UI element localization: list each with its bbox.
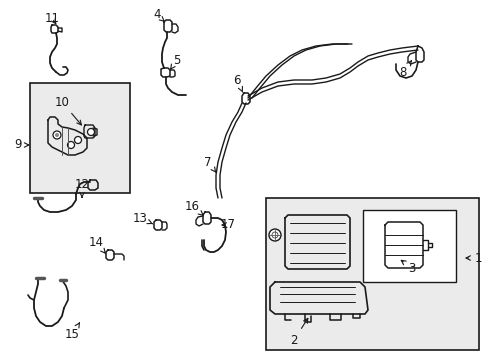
Circle shape [271,232,278,238]
Text: 12: 12 [74,179,89,197]
Circle shape [87,129,94,135]
Text: 1: 1 [465,252,481,265]
Text: 16: 16 [184,199,203,215]
Text: 7: 7 [204,156,216,173]
Text: 2: 2 [290,318,307,346]
Text: 14: 14 [88,235,105,253]
Text: 17: 17 [220,219,235,231]
Bar [362,210,455,282]
Text: 13: 13 [132,211,152,225]
Text: 6: 6 [233,73,242,92]
Text: 9: 9 [14,139,29,152]
Circle shape [55,133,59,137]
Text: 5: 5 [170,54,181,69]
Text: 4: 4 [153,9,164,22]
Bar [30,83,130,193]
Circle shape [53,131,61,139]
Bar [265,198,478,350]
Circle shape [67,141,74,148]
Circle shape [74,136,81,144]
Text: 15: 15 [64,323,79,342]
Text: 3: 3 [401,260,415,274]
Text: 11: 11 [44,12,60,24]
Text: 10: 10 [55,95,81,125]
Text: 8: 8 [399,61,410,78]
Circle shape [268,229,281,241]
